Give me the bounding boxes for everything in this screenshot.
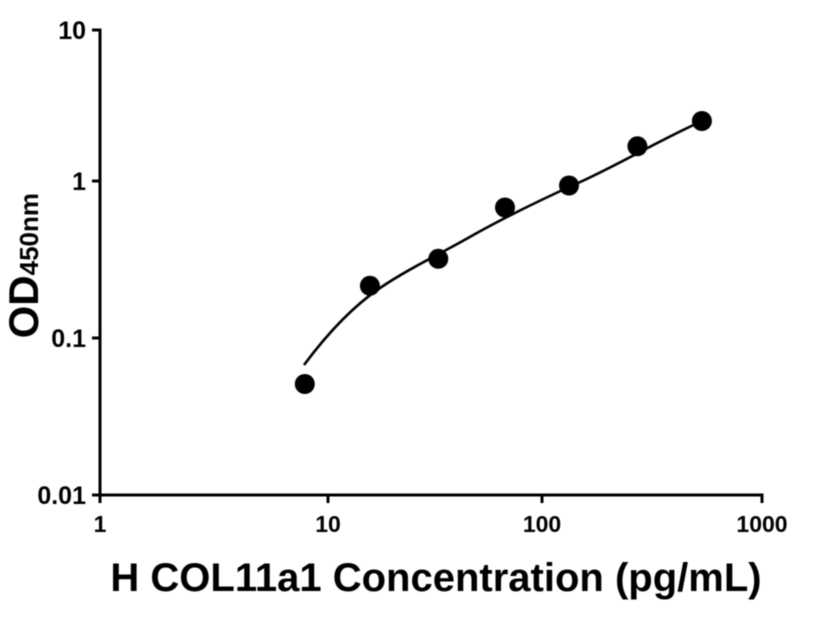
- svg-text:10: 10: [58, 17, 86, 45]
- svg-text:0.01: 0.01: [37, 482, 86, 510]
- svg-text:0.1: 0.1: [51, 325, 86, 353]
- svg-text:10: 10: [315, 511, 341, 537]
- svg-text:H COL11a1 Concentration (pg/mL: H COL11a1 Concentration (pg/mL): [110, 556, 761, 600]
- svg-text:1: 1: [94, 511, 107, 537]
- svg-text:1000: 1000: [736, 511, 787, 537]
- svg-text:1: 1: [72, 168, 86, 196]
- svg-text:100: 100: [523, 511, 561, 537]
